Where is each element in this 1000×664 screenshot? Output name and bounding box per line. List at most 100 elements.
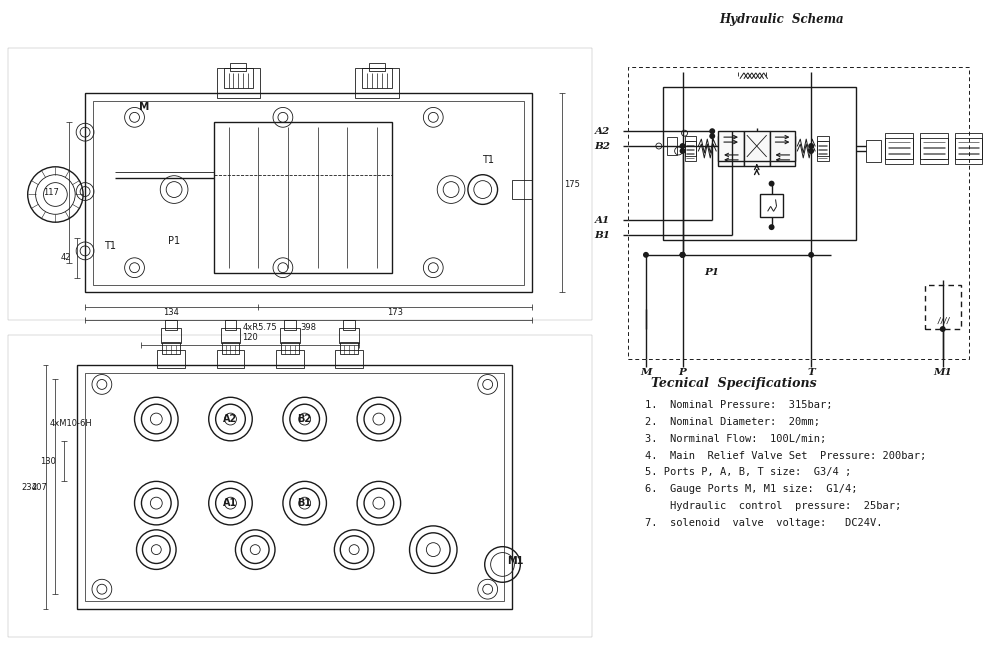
Text: A2: A2 (223, 414, 238, 424)
Circle shape (680, 148, 686, 154)
Text: 134: 134 (163, 307, 179, 317)
Bar (866, 140, 881, 162)
Text: 130: 130 (41, 457, 56, 466)
Bar (685, 141, 696, 161)
Text: 7.  solenoid  valve  voltage:   DC24V.: 7. solenoid valve voltage: DC24V. (645, 518, 882, 528)
Bar (165, 320, 177, 330)
Bar (920, 138, 948, 164)
Bar (8, 48, 592, 320)
Bar (217, 350, 244, 368)
Bar (343, 320, 355, 330)
Circle shape (680, 252, 686, 258)
Bar (885, 138, 913, 164)
Bar (885, 133, 913, 159)
Bar (989, 133, 1000, 159)
Bar (817, 141, 829, 161)
Circle shape (709, 133, 715, 139)
Text: T: T (807, 368, 815, 377)
Bar (925, 284, 961, 329)
Bar (280, 328, 300, 343)
Text: 6.  Gauge Ports M, M1 size:  G1/4;: 6. Gauge Ports M, M1 size: G1/4; (645, 484, 857, 494)
Circle shape (808, 148, 814, 154)
Bar (85, 373, 504, 601)
Text: A1: A1 (223, 498, 238, 508)
Text: 4xM10-6H: 4xM10-6H (49, 420, 92, 428)
Circle shape (808, 143, 814, 149)
Bar (718, 136, 744, 166)
Text: M1: M1 (933, 368, 952, 377)
Text: 120: 120 (242, 333, 258, 343)
Bar (369, 63, 385, 71)
Circle shape (680, 252, 686, 258)
Bar (718, 131, 744, 161)
Text: B2: B2 (298, 414, 312, 424)
Bar (685, 136, 696, 156)
Text: 42: 42 (61, 253, 71, 262)
Bar (281, 342, 299, 354)
Bar (760, 193, 783, 217)
Bar (77, 365, 512, 609)
Text: 398: 398 (301, 323, 317, 331)
Text: 1.  Nominal Pressure:  315bar;: 1. Nominal Pressure: 315bar; (645, 400, 832, 410)
Bar (770, 136, 795, 166)
Text: 3.  Norminal Flow:  100L/min;: 3. Norminal Flow: 100L/min; (645, 434, 826, 444)
Bar (284, 320, 296, 330)
Text: 207: 207 (32, 483, 47, 492)
Text: 234: 234 (22, 483, 38, 492)
Text: Tecnical  Specifications: Tecnical Specifications (651, 377, 817, 390)
Bar (512, 180, 532, 199)
Text: B1: B1 (298, 498, 312, 508)
Text: P1: P1 (168, 236, 180, 246)
Circle shape (769, 224, 775, 230)
Circle shape (709, 128, 715, 134)
Text: 2.  Nominal Diameter:  20mm;: 2. Nominal Diameter: 20mm; (645, 417, 820, 427)
Circle shape (680, 252, 686, 258)
Bar (955, 138, 982, 164)
Bar (222, 342, 239, 354)
Bar (955, 133, 982, 159)
Bar (221, 328, 240, 343)
Text: 175: 175 (564, 180, 580, 189)
Bar (339, 328, 359, 343)
Text: Hydraulic  control  pressure:  25bar;: Hydraulic control pressure: 25bar; (645, 501, 901, 511)
Bar (920, 133, 948, 159)
Circle shape (769, 181, 775, 187)
Circle shape (940, 326, 946, 332)
Text: 5. Ports P, A, B, T size:  G3/4 ;: 5. Ports P, A, B, T size: G3/4 ; (645, 467, 851, 477)
Text: 173: 173 (387, 307, 403, 317)
Text: A2: A2 (595, 127, 610, 135)
Bar (276, 350, 304, 368)
Bar (667, 137, 677, 155)
Bar (161, 328, 181, 343)
Text: 4.  Main  Relief Valve Set  Pressure: 200bar;: 4. Main Relief Valve Set Pressure: 200ba… (645, 451, 926, 461)
Bar (744, 131, 770, 161)
Bar (8, 335, 592, 637)
Text: M1: M1 (507, 556, 524, 566)
Bar (85, 92, 532, 292)
Text: P1: P1 (705, 268, 720, 277)
Bar (744, 136, 770, 166)
Text: 117: 117 (43, 188, 59, 197)
Bar (362, 68, 392, 88)
Text: M: M (640, 368, 652, 377)
Text: T1: T1 (482, 155, 494, 165)
Bar (224, 68, 253, 88)
Bar (989, 138, 1000, 164)
Bar (628, 67, 969, 359)
Bar (770, 131, 795, 161)
Bar (93, 100, 524, 284)
Circle shape (680, 143, 686, 149)
Bar (225, 320, 236, 330)
Bar (214, 122, 392, 273)
Text: B1: B1 (594, 230, 610, 240)
Circle shape (808, 252, 814, 258)
Bar (217, 68, 260, 98)
Text: A1: A1 (595, 216, 610, 224)
Bar (162, 342, 180, 354)
Bar (817, 136, 829, 156)
Bar (663, 87, 856, 240)
Circle shape (643, 252, 649, 258)
Text: P: P (679, 368, 686, 377)
Bar (157, 350, 185, 368)
Text: B2: B2 (594, 141, 610, 151)
